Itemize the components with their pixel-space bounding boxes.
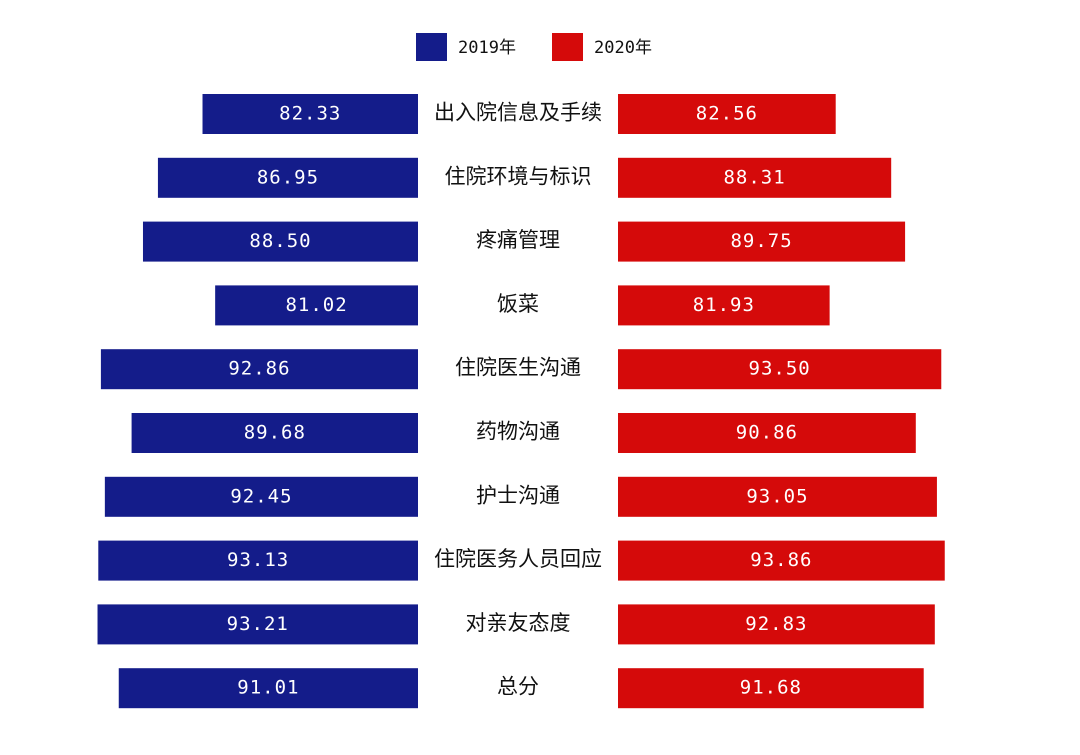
bar [618,540,945,581]
bar [618,221,906,262]
bar [618,157,892,198]
category-label: 出入院信息及手续 [434,101,602,125]
legend-label: 2019年 [458,38,516,58]
value-label: 92.83 [745,613,807,635]
value-label: 82.33 [279,103,341,125]
legend-swatch [552,33,583,61]
legend-label: 2020年 [594,38,652,58]
value-label: 91.01 [237,677,299,699]
value-label: 88.50 [249,230,311,252]
bar [118,668,418,709]
bar [215,285,418,326]
value-label: 92.86 [228,358,290,380]
bar [618,285,830,326]
bar [131,413,418,453]
value-label: 91.68 [740,677,802,699]
bar [618,413,916,453]
value-label: 81.02 [285,294,347,316]
value-label: 81.93 [693,294,755,316]
value-label: 93.86 [750,549,812,571]
value-label: 82.56 [696,103,758,125]
value-label: 93.05 [746,485,808,507]
bar [157,157,418,198]
bar [618,94,836,134]
value-label: 88.31 [723,166,785,188]
bar [104,476,419,517]
bar [100,349,418,390]
category-label: 疼痛管理 [476,228,560,252]
bar [618,668,924,709]
category-label: 住院医务人员回应 [434,547,602,571]
value-label: 93.21 [227,613,289,635]
value-label: 93.50 [749,358,811,380]
bar [202,94,418,134]
bar [618,476,937,517]
legend-swatch [416,33,447,61]
value-label: 90.86 [736,422,798,444]
category-label: 住院医生沟通 [455,356,581,380]
bar [97,604,418,645]
bar [618,349,942,390]
category-label: 对亲友态度 [466,611,571,635]
bar [142,221,418,262]
value-label: 93.13 [227,549,289,571]
value-label: 89.68 [244,422,306,444]
category-label: 住院环境与标识 [445,164,592,188]
bar [98,540,418,581]
category-label: 护士沟通 [476,483,560,507]
value-label: 89.75 [730,230,792,252]
category-label: 饭菜 [497,292,539,316]
category-label: 总分 [497,675,539,699]
category-label: 药物沟通 [476,420,560,444]
value-label: 86.95 [257,166,319,188]
value-label: 92.45 [230,485,292,507]
bar [618,604,935,645]
